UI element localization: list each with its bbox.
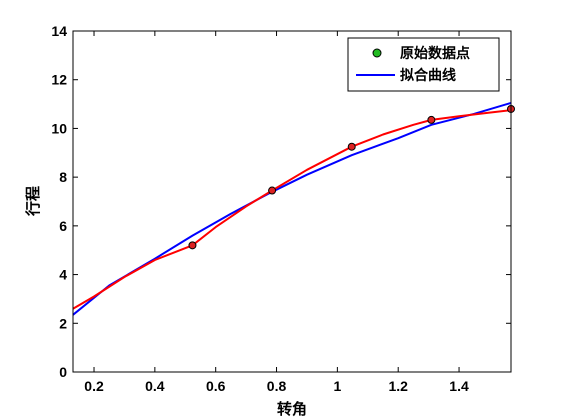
tick-layer: 0.2 0.4 0.6 0.8 1 1.2 1.4 0 2 4 6 8 10 12 14 [51,23,511,394]
interpolation-line [72,109,512,310]
data-point [268,186,277,195]
y-tick-label: 6 [59,218,67,234]
y-tick-label: 14 [51,23,67,39]
series-layer [72,101,515,316]
legend-marker-points [372,48,382,58]
legend-label-points: 原始数据点 [400,45,470,62]
x-tick-label: 1 [333,378,341,394]
y-tick-label: 2 [59,315,67,331]
y-tick-label: 0 [59,364,67,380]
data-point [188,241,197,250]
x-tick-label: 0.2 [84,378,104,394]
y-tick-label: 10 [51,120,67,136]
plot-frame [72,30,512,373]
x-tick-label: 0.6 [206,378,226,394]
x-tick-label: 1.2 [388,378,408,394]
legend-box [347,37,500,92]
y-tick-label: 8 [59,169,67,185]
y-tick-label: 4 [59,267,67,283]
y-tick-label: 12 [51,72,67,88]
y-axis-label: 行程 [24,186,42,217]
x-axis-label: 转角 [277,400,307,418]
legend: 原始数据点 拟合曲线 [347,37,500,92]
data-point [347,142,356,151]
data-point [427,115,436,124]
x-tick-label: 1.4 [449,378,469,394]
legend-label-fit: 拟合曲线 [400,67,456,84]
x-tick-label: 0.4 [145,378,165,394]
x-tick-label: 0.8 [267,378,287,394]
